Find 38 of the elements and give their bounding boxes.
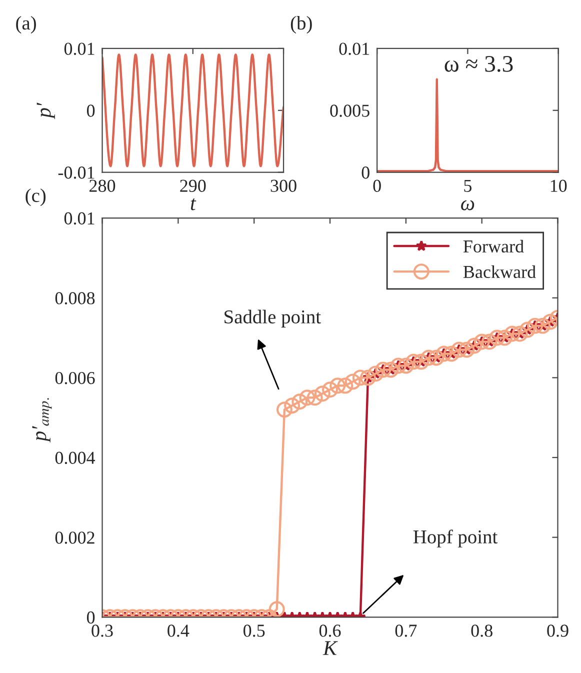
y-tick-label: -0.01 (58, 166, 94, 179)
y-tick-label: 0 (86, 104, 95, 117)
annotation: Hopf point (413, 530, 498, 548)
x-tick-label: 280 (90, 180, 116, 192)
y-tick-label: 0.01 (64, 212, 94, 225)
y-tick-label: 0.004 (55, 452, 96, 464)
x-tick-label: 0.9 (547, 624, 568, 637)
y-tick-label: 0.01 (339, 42, 370, 55)
x-tick-label: 0.4 (168, 624, 190, 637)
x-axis-title: K (322, 641, 338, 655)
x-tick-label: 0.7 (395, 624, 417, 637)
y-tick-label: 0 (86, 611, 95, 624)
annotation: Saddle point (224, 310, 321, 328)
y-tick-label: 0.01 (64, 42, 94, 55)
x-tick-label: 0 (373, 180, 381, 192)
x-tick-label: 0.8 (471, 624, 492, 637)
y-tick-label: 0 (362, 166, 370, 179)
chart-title: (a) (16, 16, 36, 34)
x-tick-label: 300 (270, 180, 296, 192)
annotation: ω ≈ 3.3 (444, 56, 513, 72)
x-axis-title: t (190, 198, 196, 210)
x-tick-label: 0.5 (243, 624, 265, 637)
y-axis-title: p′ (36, 102, 55, 120)
x-tick-label: 10 (550, 180, 567, 192)
chart-title: (b) (290, 16, 312, 34)
y-tick-label: 0.005 (330, 104, 370, 117)
x-tick-label: 290 (180, 180, 206, 192)
x-tick-label: 5 (464, 180, 472, 192)
x-tick-label: 0.3 (92, 624, 113, 637)
legend-label: Forward (463, 240, 524, 253)
y-tick-label: 0.006 (55, 372, 95, 384)
y-axis-title: p′$_{amp.}$ (32, 398, 52, 442)
chart-title: (c) (26, 188, 46, 206)
y-tick-label: 0.002 (55, 532, 94, 544)
legend-label: Backward (463, 265, 536, 278)
x-tick-label: 0.6 (319, 624, 341, 637)
y-tick-label: 0.008 (55, 292, 95, 304)
x-axis-title: ω (461, 200, 474, 210)
